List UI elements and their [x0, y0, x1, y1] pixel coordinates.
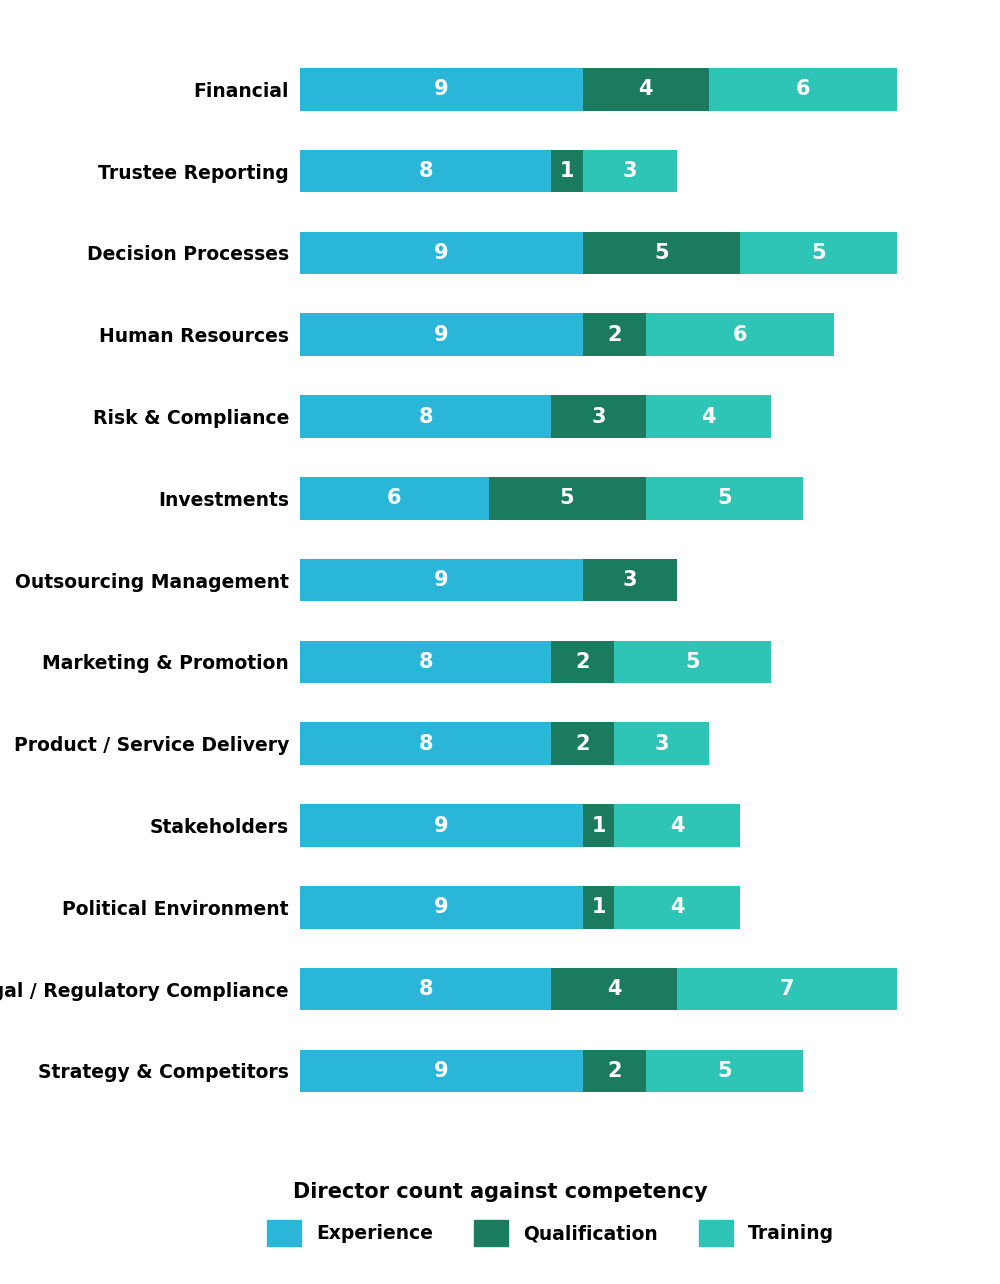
Text: 2: 2	[576, 733, 590, 754]
Text: 9: 9	[434, 1061, 449, 1081]
Text: 4: 4	[701, 407, 716, 426]
Bar	[489, 478, 646, 520]
Bar	[300, 150, 551, 193]
Bar	[646, 395, 771, 438]
Bar	[583, 68, 709, 110]
Bar	[300, 559, 583, 601]
Text: 9: 9	[434, 243, 449, 263]
Text: 9: 9	[434, 325, 449, 344]
Bar	[300, 886, 583, 928]
Text: 8: 8	[418, 980, 433, 999]
Bar	[583, 1049, 646, 1093]
Bar	[583, 804, 614, 846]
Text: 2: 2	[607, 1061, 622, 1081]
Text: 4: 4	[670, 898, 684, 917]
Bar	[646, 1049, 803, 1093]
Bar	[300, 1049, 583, 1093]
Bar	[646, 313, 834, 356]
Text: 8: 8	[418, 162, 433, 181]
Bar	[551, 395, 646, 438]
Bar	[583, 313, 646, 356]
Text: 8: 8	[418, 652, 433, 672]
Text: 8: 8	[418, 407, 433, 426]
Bar	[614, 886, 740, 928]
Text: 7: 7	[780, 980, 794, 999]
Bar	[709, 68, 897, 110]
Bar	[300, 641, 551, 683]
Bar	[677, 968, 897, 1011]
Text: 3: 3	[591, 407, 606, 426]
Text: 9: 9	[434, 898, 449, 917]
Bar	[300, 231, 583, 275]
Text: 4: 4	[607, 980, 622, 999]
Text: 2: 2	[576, 652, 590, 672]
Bar	[551, 150, 583, 193]
Bar	[551, 723, 614, 765]
Bar	[300, 804, 583, 846]
Text: 5: 5	[686, 652, 700, 672]
Text: 9: 9	[434, 815, 449, 836]
Text: 9: 9	[434, 570, 449, 591]
Text: 4: 4	[670, 815, 684, 836]
Bar	[300, 68, 583, 110]
Text: 3: 3	[654, 733, 669, 754]
Bar	[646, 478, 803, 520]
Text: 5: 5	[654, 243, 669, 263]
Text: 1: 1	[560, 162, 574, 181]
Legend: Experience, Qualification, Training: Experience, Qualification, Training	[260, 1212, 842, 1254]
Text: 1: 1	[591, 898, 606, 917]
Text: 5: 5	[717, 488, 732, 508]
Text: 2: 2	[607, 325, 622, 344]
Text: 4: 4	[638, 80, 653, 99]
Bar	[614, 641, 771, 683]
Bar	[300, 395, 551, 438]
Bar	[583, 150, 677, 193]
Text: 8: 8	[418, 733, 433, 754]
Bar	[583, 886, 614, 928]
Text: 5: 5	[811, 243, 826, 263]
Text: 6: 6	[387, 488, 402, 508]
Bar	[583, 559, 677, 601]
Bar	[300, 313, 583, 356]
Bar	[583, 231, 740, 275]
Bar	[551, 968, 677, 1011]
Bar	[300, 968, 551, 1011]
Text: 3: 3	[623, 162, 637, 181]
Bar	[614, 804, 740, 846]
Text: 6: 6	[733, 325, 747, 344]
Bar	[551, 641, 614, 683]
Bar	[300, 478, 489, 520]
Text: 3: 3	[623, 570, 637, 591]
Text: 9: 9	[434, 80, 449, 99]
Text: 1: 1	[591, 815, 606, 836]
Text: 6: 6	[796, 80, 810, 99]
Text: Director count against competency: Director count against competency	[293, 1181, 707, 1202]
Bar	[300, 723, 551, 765]
Bar	[740, 231, 897, 275]
Text: 5: 5	[717, 1061, 732, 1081]
Text: 5: 5	[560, 488, 574, 508]
Bar	[614, 723, 709, 765]
